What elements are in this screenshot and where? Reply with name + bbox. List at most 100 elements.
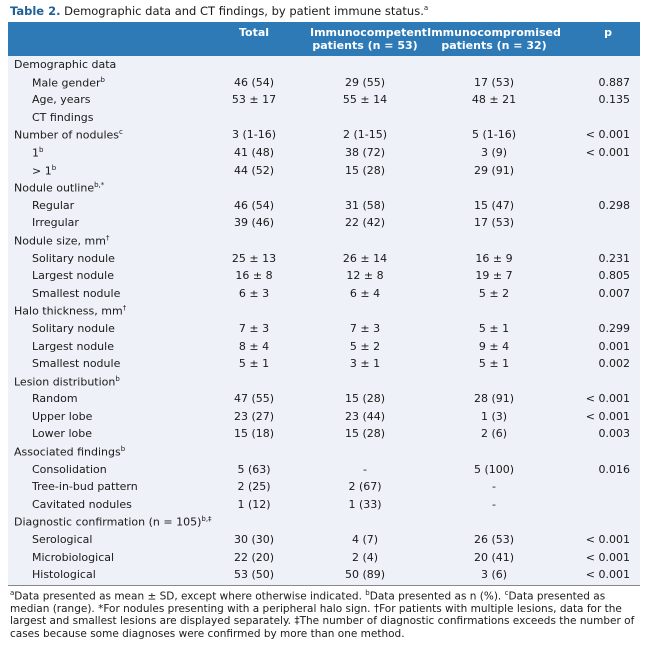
table-row: CT findings — [8, 109, 640, 127]
cell-compromised: - — [492, 497, 496, 511]
cell-p: 0.016 — [598, 462, 631, 476]
cell-compromised: 28 (91) — [473, 392, 515, 406]
row-label: Number of nodulesc — [14, 128, 123, 143]
row-label: Microbiological — [32, 550, 115, 564]
cell-p: < 0.001 — [585, 392, 630, 406]
cell-total: 3 (1-16) — [231, 128, 277, 142]
table-row: Nodule outlineb,* — [8, 179, 640, 197]
cell-total: 41 (48) — [233, 145, 275, 159]
table-row: Lower lobe 15 (18) 15 (28) 2 (6) 0.003 — [8, 425, 640, 443]
cell-competent: 1 (33) — [348, 497, 382, 511]
cell-total: 6 ± 3 — [238, 286, 270, 300]
table-row: Age, years 53 ± 17 55 ± 14 48 ± 21 0.135 — [8, 91, 640, 109]
table-row: Demographic data — [8, 56, 640, 74]
cell-compromised: 9 ± 4 — [478, 339, 510, 353]
table-row: 1b 41 (48) 38 (72) 3 (9) < 0.001 — [8, 144, 640, 162]
cell-competent: 7 ± 3 — [349, 321, 381, 335]
cell-competent: 26 ± 14 — [342, 251, 388, 265]
row-label: Random — [32, 392, 78, 406]
row-label: CT findings — [32, 110, 94, 124]
cell-total: 7 ± 3 — [238, 321, 270, 335]
cell-competent: 23 (44) — [344, 409, 386, 423]
row-label: Lower lobe — [32, 427, 92, 441]
table-bottom-rule — [8, 585, 640, 586]
cell-p: 0.298 — [598, 198, 631, 212]
cell-total: 16 ± 8 — [235, 269, 273, 283]
row-label: Diagnostic confirmation (n = 105)b,‡ — [14, 515, 212, 530]
cell-compromised: 26 (53) — [473, 533, 515, 547]
row-label: Irregular — [32, 216, 79, 230]
row-label: Regular — [32, 198, 75, 212]
cell-total: 53 (50) — [233, 568, 275, 582]
cell-total: 25 ± 13 — [231, 251, 277, 265]
table-row: Largest nodule 16 ± 8 12 ± 8 19 ± 7 0.805 — [8, 267, 640, 285]
cell-competent: - — [363, 462, 367, 476]
cell-p: < 0.001 — [585, 568, 630, 582]
row-label: Solitary nodule — [32, 251, 115, 265]
row-label: Consolidation — [32, 462, 107, 476]
footnote-text: Data presented as median (range). — [10, 590, 606, 615]
row-label: Smallest nodule — [32, 286, 121, 300]
cell-compromised: 5 ± 1 — [478, 321, 510, 335]
cell-total: 22 (20) — [233, 550, 275, 564]
row-label: 1b — [32, 145, 44, 160]
cell-total: 47 (55) — [233, 392, 275, 406]
cell-compromised: 2 (6) — [480, 427, 508, 441]
cell-compromised: 19 ± 7 — [475, 269, 513, 283]
table-row: Halo thickness, mm† — [8, 302, 640, 320]
table-row: Associated findingsb — [8, 443, 640, 461]
header-immunocompromised: Immunocompromised patients (n = 32) — [427, 26, 561, 52]
table-label: Table 2. — [10, 4, 61, 18]
cell-compromised: 1 (3) — [480, 409, 508, 423]
cell-compromised: 17 (53) — [473, 216, 515, 230]
table-row: Upper lobe 23 (27) 23 (44) 1 (3) < 0.001 — [8, 408, 640, 426]
row-label: Histological — [32, 568, 96, 582]
table-row: Random 47 (55) 15 (28) 28 (91) < 0.001 — [8, 390, 640, 408]
table-body: Demographic data Male genderb 46 (54) 29 (5… — [8, 56, 640, 585]
cell-total: 2 (25) — [237, 480, 271, 494]
cell-competent: 5 ± 2 — [349, 339, 381, 353]
cell-competent: 29 (55) — [344, 75, 386, 89]
cell-compromised: 29 (91) — [473, 163, 515, 177]
table-row: Irregular 39 (46) 22 (42) 17 (53) — [8, 214, 640, 232]
cell-p: 0.135 — [598, 93, 631, 107]
header-p: p — [604, 26, 612, 39]
cell-p: 0.002 — [598, 357, 631, 371]
cell-competent: 12 ± 8 — [346, 269, 384, 283]
footnote-text: Data presented as mean ± SD, except wher… — [14, 590, 366, 603]
cell-p: 0.887 — [598, 75, 631, 89]
cell-total: 5 (63) — [237, 462, 271, 476]
cell-p: 0.231 — [598, 251, 631, 265]
table-row: Smallest nodule 5 ± 1 3 ± 1 5 ± 1 0.002 — [8, 355, 640, 373]
cell-total: 39 (46) — [233, 216, 275, 230]
table-row: > 1b 44 (52) 15 (28) 29 (91) — [8, 162, 640, 180]
table-title: Demographic data and CT findings, by pat… — [60, 4, 424, 18]
row-label: Upper lobe — [32, 409, 93, 423]
row-label: Male genderb — [32, 75, 105, 90]
row-label: Lesion distributionb — [14, 374, 120, 389]
cell-p: < 0.001 — [585, 550, 630, 564]
cell-p: < 0.001 — [585, 145, 630, 159]
table-row: Tree-in-bud pattern 2 (25) 2 (67) - — [8, 478, 640, 496]
footnote-text: Data presented as n (%). — [369, 590, 505, 603]
cell-total: 46 (54) — [233, 75, 275, 89]
cell-total: 23 (27) — [233, 409, 275, 423]
row-label: Demographic data — [14, 58, 117, 71]
table-row: Cavitated nodules 1 (12) 1 (33) - — [8, 496, 640, 514]
cell-competent: 50 (89) — [344, 568, 386, 582]
table-caption: Table 2. Demographic data and CT finding… — [10, 4, 428, 18]
table-row: Largest nodule 8 ± 4 5 ± 2 9 ± 4 0.001 — [8, 338, 640, 356]
cell-compromised: 5 (100) — [473, 462, 515, 476]
cell-competent: 15 (28) — [344, 163, 386, 177]
table-row: Consolidation 5 (63) - 5 (100) 0.016 — [8, 461, 640, 479]
table-row: Male genderb 46 (54) 29 (55) 17 (53) 0.887 — [8, 74, 640, 92]
cell-competent: 2 (1-15) — [342, 128, 388, 142]
cell-p: 0.007 — [598, 286, 631, 300]
cell-total: 8 ± 4 — [238, 339, 270, 353]
cell-competent: 15 (28) — [344, 392, 386, 406]
cell-competent: 6 ± 4 — [349, 286, 381, 300]
cell-compromised: 5 ± 1 — [478, 357, 510, 371]
cell-total: 1 (12) — [237, 497, 271, 511]
footnote-mark: a — [10, 589, 15, 597]
cell-p: < 0.001 — [585, 533, 630, 547]
